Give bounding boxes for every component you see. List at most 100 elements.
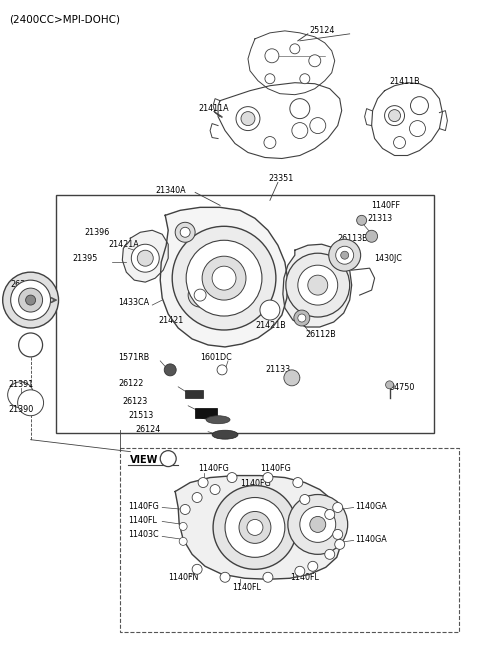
Circle shape: [265, 49, 279, 63]
Circle shape: [325, 550, 335, 559]
Text: 94750: 94750: [390, 383, 415, 392]
Circle shape: [220, 572, 230, 582]
Circle shape: [309, 55, 321, 67]
Circle shape: [225, 498, 285, 557]
Circle shape: [263, 572, 273, 582]
Circle shape: [263, 472, 273, 483]
Circle shape: [188, 283, 212, 307]
Circle shape: [389, 109, 400, 122]
Circle shape: [8, 382, 34, 408]
Text: 1140FL: 1140FL: [128, 516, 157, 525]
Polygon shape: [122, 231, 168, 282]
Circle shape: [180, 227, 190, 237]
Text: 21513: 21513: [128, 411, 154, 421]
Circle shape: [247, 519, 263, 535]
Circle shape: [25, 295, 36, 305]
Circle shape: [160, 451, 176, 466]
Circle shape: [179, 523, 187, 531]
Text: 1140FG: 1140FG: [240, 479, 271, 488]
Circle shape: [298, 314, 306, 322]
Circle shape: [310, 516, 326, 533]
Text: 1140FF: 1140FF: [372, 201, 401, 210]
Circle shape: [294, 310, 310, 326]
Text: 21391: 21391: [9, 381, 34, 389]
Circle shape: [325, 510, 335, 519]
Text: 1140FL: 1140FL: [232, 583, 261, 591]
Text: 26112B: 26112B: [306, 331, 336, 339]
Text: 23351: 23351: [268, 174, 293, 183]
Text: 21133: 21133: [265, 365, 290, 375]
Circle shape: [18, 390, 44, 416]
Text: (2400CC>MPI-DOHC): (2400CC>MPI-DOHC): [9, 15, 120, 25]
Circle shape: [236, 107, 260, 130]
Circle shape: [217, 365, 227, 375]
Text: 26113B: 26113B: [338, 234, 368, 243]
Circle shape: [192, 493, 202, 502]
Circle shape: [3, 272, 59, 328]
Circle shape: [409, 121, 425, 136]
Circle shape: [194, 289, 206, 301]
Circle shape: [210, 485, 220, 495]
Circle shape: [260, 300, 280, 320]
Circle shape: [11, 280, 50, 320]
Circle shape: [286, 253, 350, 317]
Circle shape: [341, 252, 348, 259]
Polygon shape: [175, 476, 343, 579]
Text: 21411B: 21411B: [390, 77, 420, 86]
Text: 21390: 21390: [9, 405, 34, 414]
Circle shape: [335, 539, 345, 550]
Bar: [120, 447, 459, 632]
Text: 21421A: 21421A: [108, 240, 139, 249]
Text: 1140GA: 1140GA: [355, 502, 386, 511]
Ellipse shape: [206, 416, 230, 424]
Circle shape: [308, 275, 328, 295]
Circle shape: [198, 477, 208, 487]
Circle shape: [357, 215, 367, 225]
Circle shape: [310, 118, 326, 134]
Circle shape: [300, 495, 310, 504]
Circle shape: [292, 122, 308, 139]
Circle shape: [293, 477, 303, 487]
Circle shape: [164, 364, 176, 376]
Text: 1140FG: 1140FG: [128, 502, 159, 511]
Circle shape: [132, 244, 159, 272]
Circle shape: [175, 222, 195, 242]
Circle shape: [333, 529, 343, 539]
Circle shape: [19, 288, 43, 312]
Circle shape: [241, 111, 255, 126]
Text: 26122: 26122: [119, 379, 144, 388]
Text: 21395: 21395: [72, 253, 98, 263]
Circle shape: [239, 512, 271, 544]
Circle shape: [192, 565, 202, 574]
Circle shape: [298, 265, 338, 305]
Circle shape: [202, 256, 246, 300]
Circle shape: [410, 97, 429, 115]
Text: 11403C: 11403C: [128, 530, 159, 539]
Circle shape: [295, 567, 305, 576]
Text: 21340A: 21340A: [155, 186, 186, 195]
Text: 1140FG: 1140FG: [198, 464, 229, 473]
Circle shape: [308, 561, 318, 571]
Text: A: A: [27, 341, 34, 350]
Circle shape: [394, 136, 406, 149]
Circle shape: [265, 74, 275, 84]
Circle shape: [186, 240, 262, 316]
Text: 21421B: 21421B: [255, 320, 286, 329]
Circle shape: [329, 239, 360, 271]
Circle shape: [212, 266, 236, 290]
Circle shape: [288, 495, 348, 554]
Text: 26300: 26300: [11, 280, 36, 289]
Text: 1140FG: 1140FG: [260, 464, 291, 473]
Bar: [56, 195, 434, 433]
Circle shape: [333, 502, 343, 512]
Circle shape: [179, 537, 187, 546]
Polygon shape: [160, 208, 288, 347]
Text: 1430JC: 1430JC: [374, 253, 403, 263]
Circle shape: [290, 44, 300, 54]
Circle shape: [213, 485, 297, 569]
Text: 26123: 26123: [122, 398, 147, 406]
Text: 25124: 25124: [310, 26, 335, 35]
Text: 1140FL: 1140FL: [290, 572, 319, 582]
Circle shape: [290, 99, 310, 119]
Text: A: A: [165, 454, 171, 463]
